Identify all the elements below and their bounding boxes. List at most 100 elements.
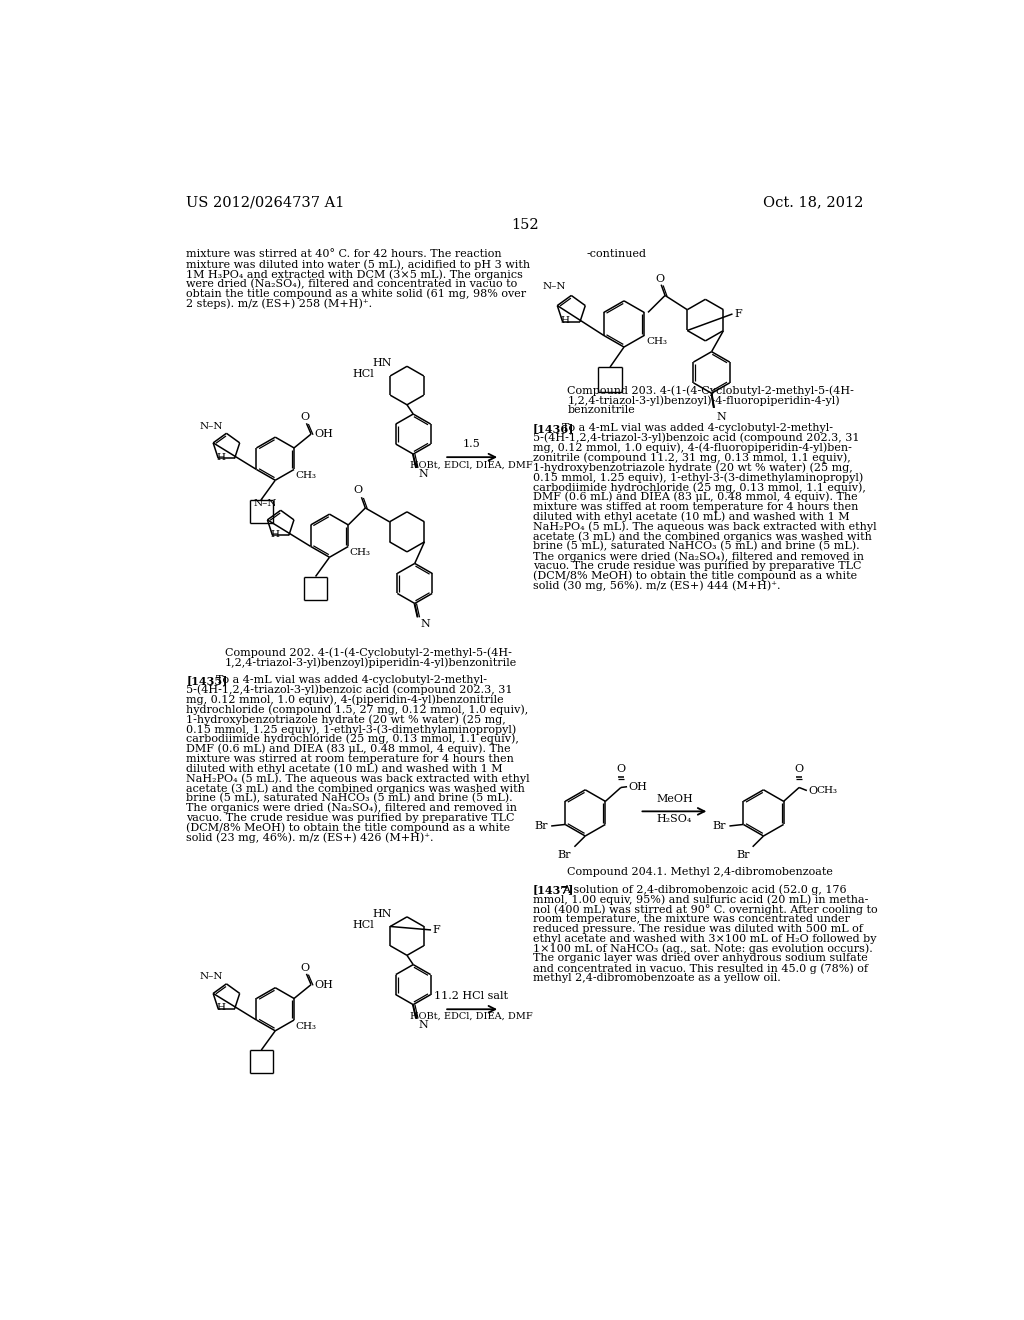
Text: A solution of 2,4-dibromobenzoic acid (52.0 g, 176: A solution of 2,4-dibromobenzoic acid (5… xyxy=(562,884,847,895)
Text: N: N xyxy=(420,619,430,628)
Text: 1,2,4-triazol-3-yl)benzoyl)piperidin-4-yl)benzonitrile: 1,2,4-triazol-3-yl)benzoyl)piperidin-4-y… xyxy=(225,657,517,668)
Text: [1435]: [1435] xyxy=(186,675,227,686)
Text: methyl 2,4-dibromobenzoate as a yellow oil.: methyl 2,4-dibromobenzoate as a yellow o… xyxy=(532,973,780,983)
Text: 5-(4H-1,2,4-triazol-3-yl)benzoic acid (compound 202.3, 31: 5-(4H-1,2,4-triazol-3-yl)benzoic acid (c… xyxy=(186,685,513,696)
Text: OH: OH xyxy=(314,979,333,990)
Text: were dried (Na₂SO₄), filtered and concentrated in vacuo to: were dried (Na₂SO₄), filtered and concen… xyxy=(186,279,517,289)
Text: DMF (0.6 mL) and DIEA (83 μL, 0.48 mmol, 4 equiv). The: DMF (0.6 mL) and DIEA (83 μL, 0.48 mmol,… xyxy=(186,743,511,754)
Text: O: O xyxy=(300,412,309,422)
Text: mixture was stirred at 40° C. for 42 hours. The reaction: mixture was stirred at 40° C. for 42 hou… xyxy=(186,249,502,259)
Text: vacuo. The crude residue was purified by preparative TLC: vacuo. The crude residue was purified by… xyxy=(186,813,515,822)
Text: 0.15 mmol, 1.25 equiv), 1-ethyl-3-(3-dimethylaminopropyl): 0.15 mmol, 1.25 equiv), 1-ethyl-3-(3-dim… xyxy=(532,473,863,483)
Text: 11.2 HCl salt: 11.2 HCl salt xyxy=(434,991,508,1001)
Text: N–N: N–N xyxy=(200,973,222,981)
Text: obtain the title compound as a white solid (61 mg, 98% over: obtain the title compound as a white sol… xyxy=(186,289,526,300)
Text: HN: HN xyxy=(372,908,391,919)
Text: brine (5 mL), saturated NaHCO₃ (5 mL) and brine (5 mL).: brine (5 mL), saturated NaHCO₃ (5 mL) an… xyxy=(532,541,859,552)
Text: US 2012/0264737 A1: US 2012/0264737 A1 xyxy=(186,195,344,210)
Text: N–N: N–N xyxy=(253,499,276,508)
Text: mg, 0.12 mmol, 1.0 equiv), 4-(4-fluoropiperidin-4-yl)ben-: mg, 0.12 mmol, 1.0 equiv), 4-(4-fluoropi… xyxy=(532,442,851,453)
Text: acetate (3 mL) and the combined organics was washed with: acetate (3 mL) and the combined organics… xyxy=(186,783,525,793)
Text: Compound 204.1. Methyl 2,4-dibromobenzoate: Compound 204.1. Methyl 2,4-dibromobenzoa… xyxy=(567,867,834,876)
Text: mixture was diluted into water (5 mL), acidified to pH 3 with: mixture was diluted into water (5 mL), a… xyxy=(186,259,530,269)
Text: mg, 0.12 mmol, 1.0 equiv), 4-(piperidin-4-yl)benzonitrile: mg, 0.12 mmol, 1.0 equiv), 4-(piperidin-… xyxy=(186,694,504,705)
Text: [1436]: [1436] xyxy=(532,422,573,434)
Text: benzonitrile: benzonitrile xyxy=(567,405,635,416)
Text: O: O xyxy=(808,785,817,796)
Text: reduced pressure. The residue was diluted with 500 mL of: reduced pressure. The residue was dilute… xyxy=(532,924,862,933)
Text: Br: Br xyxy=(558,850,571,859)
Text: solid (23 mg, 46%). m/z (ES+) 426 (M+H)⁺.: solid (23 mg, 46%). m/z (ES+) 426 (M+H)⁺… xyxy=(186,833,433,843)
Text: MeOH: MeOH xyxy=(656,793,693,804)
Text: CH₃: CH₃ xyxy=(350,548,371,557)
Text: F: F xyxy=(432,925,440,935)
Text: zonitrile (compound 11.2, 31 mg, 0.13 mmol, 1.1 equiv),: zonitrile (compound 11.2, 31 mg, 0.13 mm… xyxy=(532,453,850,463)
Text: vacuo. The crude residue was purified by preparative TLC: vacuo. The crude residue was purified by… xyxy=(532,561,861,570)
Text: O: O xyxy=(354,486,362,495)
Text: 0.15 mmol, 1.25 equiv), 1-ethyl-3-(3-dimethylaminopropyl): 0.15 mmol, 1.25 equiv), 1-ethyl-3-(3-dim… xyxy=(186,725,516,735)
Text: (DCM/8% MeOH) to obtain the title compound as a white: (DCM/8% MeOH) to obtain the title compou… xyxy=(532,570,857,581)
Text: 152: 152 xyxy=(511,218,539,232)
Text: Compound 202. 4-(1-(4-Cyclobutyl-2-methyl-5-(4H-: Compound 202. 4-(1-(4-Cyclobutyl-2-methy… xyxy=(225,647,512,657)
Text: solid (30 mg, 56%). m/z (ES+) 444 (M+H)⁺.: solid (30 mg, 56%). m/z (ES+) 444 (M+H)⁺… xyxy=(532,581,780,591)
Text: NaH₂PO₄ (5 mL). The aqueous was back extracted with ethyl: NaH₂PO₄ (5 mL). The aqueous was back ext… xyxy=(532,521,877,532)
Text: To a 4-mL vial was added 4-cyclobutyl-2-methyl-: To a 4-mL vial was added 4-cyclobutyl-2-… xyxy=(216,675,486,685)
Text: 1.5: 1.5 xyxy=(463,440,480,449)
Text: H: H xyxy=(270,529,280,539)
Text: N: N xyxy=(419,1020,428,1030)
Text: O: O xyxy=(655,273,665,284)
Text: carbodiimide hydrochloride (25 mg, 0.13 mmol, 1.1 equiv),: carbodiimide hydrochloride (25 mg, 0.13 … xyxy=(532,482,865,492)
Text: H: H xyxy=(560,317,569,325)
Text: (DCM/8% MeOH) to obtain the title compound as a white: (DCM/8% MeOH) to obtain the title compou… xyxy=(186,822,510,833)
Text: brine (5 mL), saturated NaHCO₃ (5 mL) and brine (5 mL).: brine (5 mL), saturated NaHCO₃ (5 mL) an… xyxy=(186,793,513,804)
Text: HN: HN xyxy=(372,358,391,368)
Text: 1-hydroxybenzotriazole hydrate (20 wt % water) (25 mg,: 1-hydroxybenzotriazole hydrate (20 wt % … xyxy=(532,462,852,473)
Text: H: H xyxy=(216,453,225,462)
Text: O: O xyxy=(795,764,804,774)
Text: Br: Br xyxy=(713,821,726,832)
Text: HCl: HCl xyxy=(352,920,375,929)
Text: nol (400 mL) was stirred at 90° C. overnight. After cooling to: nol (400 mL) was stirred at 90° C. overn… xyxy=(532,904,878,915)
Text: Oct. 18, 2012: Oct. 18, 2012 xyxy=(763,195,863,210)
Text: DMF (0.6 mL) and DIEA (83 μL, 0.48 mmol, 4 equiv). The: DMF (0.6 mL) and DIEA (83 μL, 0.48 mmol,… xyxy=(532,492,857,503)
Text: N: N xyxy=(716,412,726,421)
Text: 1,2,4-triazol-3-yl)benzoyl)-4-fluoropiperidin-4-yl): 1,2,4-triazol-3-yl)benzoyl)-4-fluoropipe… xyxy=(567,396,840,407)
Text: O: O xyxy=(616,764,626,774)
Text: HCl: HCl xyxy=(352,370,375,379)
Text: -continued: -continued xyxy=(587,249,647,259)
Text: Br: Br xyxy=(535,821,548,832)
Text: carbodiimide hydrochloride (25 mg, 0.13 mmol, 1.1 equiv),: carbodiimide hydrochloride (25 mg, 0.13 … xyxy=(186,734,519,744)
Text: HOBt, EDCl, DIEA, DMF: HOBt, EDCl, DIEA, DMF xyxy=(410,1011,532,1020)
Text: 1×100 mL of NaHCO₃ (aq., sat. Note: gas evolution occurs).: 1×100 mL of NaHCO₃ (aq., sat. Note: gas … xyxy=(532,944,872,954)
Text: Br: Br xyxy=(736,850,750,859)
Text: CH₃: CH₃ xyxy=(296,471,316,480)
Text: ethyl acetate and washed with 3×100 mL of H₂O followed by: ethyl acetate and washed with 3×100 mL o… xyxy=(532,933,877,944)
Text: N–N: N–N xyxy=(200,422,222,430)
Text: OH: OH xyxy=(629,781,647,792)
Text: mixture was stirred at room temperature for 4 hours then: mixture was stirred at room temperature … xyxy=(186,754,514,763)
Text: CH₃: CH₃ xyxy=(646,337,668,346)
Text: mixture was stiffed at room temperature for 4 hours then: mixture was stiffed at room temperature … xyxy=(532,502,858,512)
Text: 1-hydroxybenzotriazole hydrate (20 wt % water) (25 mg,: 1-hydroxybenzotriazole hydrate (20 wt % … xyxy=(186,714,506,725)
Text: mmol, 1.00 equiv, 95%) and sulfuric acid (20 mL) in metha-: mmol, 1.00 equiv, 95%) and sulfuric acid… xyxy=(532,894,868,904)
Text: OH: OH xyxy=(314,429,333,440)
Text: and concentrated in vacuo. This resulted in 45.0 g (78%) of: and concentrated in vacuo. This resulted… xyxy=(532,964,867,974)
Text: 1M H₃PO₄ and extracted with DCM (3×5 mL). The organics: 1M H₃PO₄ and extracted with DCM (3×5 mL)… xyxy=(186,269,523,280)
Text: To a 4-mL vial was added 4-cyclobutyl-2-methyl-: To a 4-mL vial was added 4-cyclobutyl-2-… xyxy=(562,422,833,433)
Text: H: H xyxy=(216,1003,225,1012)
Text: O: O xyxy=(300,962,309,973)
Text: 5-(4H-1,2,4-triazol-3-yl)benzoic acid (compound 202.3, 31: 5-(4H-1,2,4-triazol-3-yl)benzoic acid (c… xyxy=(532,433,859,444)
Text: 2 steps). m/z (ES+) 258 (M+H)⁺.: 2 steps). m/z (ES+) 258 (M+H)⁺. xyxy=(186,298,373,309)
Text: room temperature, the mixture was concentrated under: room temperature, the mixture was concen… xyxy=(532,913,850,924)
Text: The organics were dried (Na₂SO₄), filtered and removed in: The organics were dried (Na₂SO₄), filter… xyxy=(186,803,517,813)
Text: N: N xyxy=(419,470,428,479)
Text: [1437]: [1437] xyxy=(532,884,573,895)
Text: diluted with ethyl acetate (10 mL) and washed with 1 M: diluted with ethyl acetate (10 mL) and w… xyxy=(532,512,849,523)
Text: The organic layer was dried over anhydrous sodium sulfate: The organic layer was dried over anhydro… xyxy=(532,953,867,964)
Text: NaH₂PO₄ (5 mL). The aqueous was back extracted with ethyl: NaH₂PO₄ (5 mL). The aqueous was back ext… xyxy=(186,774,529,784)
Text: diluted with ethyl acetate (10 mL) and washed with 1 M: diluted with ethyl acetate (10 mL) and w… xyxy=(186,763,503,774)
Text: Compound 203. 4-(1-(4-Cyclobutyl-2-methyl-5-(4H-: Compound 203. 4-(1-(4-Cyclobutyl-2-methy… xyxy=(567,385,854,396)
Text: F: F xyxy=(734,309,741,319)
Text: H₂SO₄: H₂SO₄ xyxy=(656,814,692,825)
Text: acetate (3 mL) and the combined organics was washed with: acetate (3 mL) and the combined organics… xyxy=(532,531,871,541)
